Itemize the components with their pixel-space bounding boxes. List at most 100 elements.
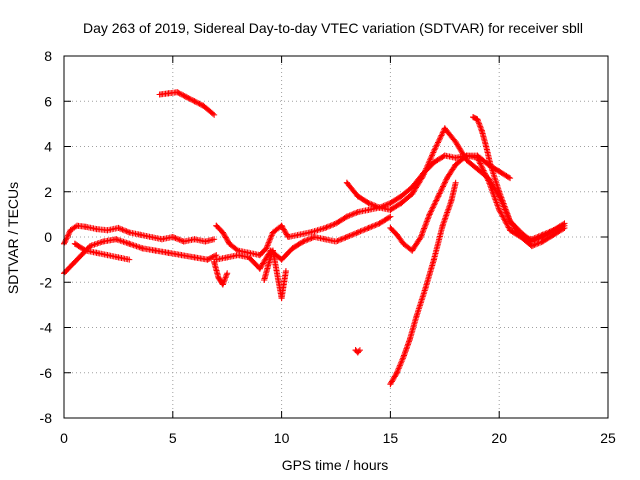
data-point	[115, 254, 122, 261]
data-point	[200, 102, 207, 109]
y-axis-label: SDTVAR / TECUs	[5, 182, 21, 294]
data-point	[483, 143, 490, 150]
data-point	[104, 252, 111, 259]
data-point	[406, 335, 413, 342]
data-point	[269, 229, 276, 236]
data-point	[393, 369, 400, 376]
data-point	[393, 231, 400, 238]
data-point	[87, 243, 94, 250]
data-point	[409, 191, 416, 198]
data-point	[126, 256, 133, 263]
data-point	[441, 125, 448, 132]
data-point	[263, 245, 270, 252]
series-track-l	[387, 179, 459, 388]
data-point	[269, 247, 276, 254]
data-point	[300, 238, 307, 245]
data-point	[178, 252, 185, 259]
x-tick-label: 0	[60, 430, 68, 446]
x-tick-label: 15	[383, 430, 399, 446]
data-point	[322, 236, 329, 243]
data-point	[496, 206, 503, 213]
data-point	[496, 168, 503, 175]
data-point	[430, 148, 437, 155]
series-track-a	[61, 222, 218, 247]
data-point	[285, 234, 292, 240]
data-point	[452, 161, 459, 168]
data-point	[435, 193, 442, 200]
data-point	[387, 213, 394, 220]
data-point	[226, 240, 233, 247]
data-point	[441, 152, 448, 159]
chart-title: Day 263 of 2019, Sidereal Day-to-day VTE…	[83, 20, 583, 36]
x-tick-label: 25	[600, 430, 616, 446]
data-point	[113, 236, 120, 243]
data-point	[387, 224, 394, 231]
data-point	[463, 152, 470, 159]
data-point	[82, 247, 89, 254]
data-point	[126, 229, 133, 236]
data-point	[115, 224, 122, 231]
data-point	[376, 204, 383, 211]
data-point	[430, 159, 437, 166]
data-point	[93, 249, 100, 256]
series-trail	[387, 181, 459, 388]
data-point	[278, 256, 285, 263]
data-point	[470, 114, 477, 121]
data-point	[165, 249, 172, 256]
tick-layer: 0 5 10 15 20 25 -8 -6 -4 -2 0 2 4 6 8	[40, 48, 616, 446]
data-point	[278, 295, 285, 302]
data-point	[224, 254, 231, 261]
x-axis-label: GPS time / hours	[282, 457, 389, 473]
data-point	[528, 243, 535, 250]
data-point	[191, 254, 198, 261]
data-point	[256, 252, 263, 259]
data-point	[306, 229, 313, 236]
data-point	[354, 193, 361, 200]
data-point	[365, 224, 372, 231]
series-track-g	[211, 258, 231, 288]
data-point	[376, 220, 383, 227]
data-point	[354, 229, 361, 236]
data-point	[71, 240, 78, 247]
data-point	[191, 236, 198, 243]
data-point	[507, 218, 514, 225]
data-point	[443, 175, 450, 182]
data-point	[165, 90, 172, 97]
data-point	[400, 353, 407, 360]
data-point	[387, 200, 394, 207]
data-point	[343, 234, 350, 240]
data-layer	[61, 89, 568, 388]
data-point	[152, 247, 159, 254]
data-point	[211, 111, 218, 118]
data-point	[174, 89, 181, 96]
x-tick-label: 20	[491, 430, 507, 446]
data-point	[333, 220, 339, 227]
data-point	[409, 247, 416, 254]
data-point	[235, 252, 242, 259]
data-point	[215, 274, 222, 281]
data-point	[496, 188, 503, 195]
data-point	[398, 193, 405, 200]
series-track-d	[156, 89, 218, 118]
y-tick-label: 2	[44, 184, 52, 200]
data-point	[422, 286, 429, 293]
data-point	[539, 238, 546, 245]
data-point	[265, 261, 272, 268]
data-point	[474, 166, 481, 173]
data-point	[137, 231, 144, 238]
data-point	[219, 281, 226, 288]
data-point	[420, 172, 427, 179]
data-point	[191, 98, 198, 105]
data-point	[182, 93, 189, 100]
y-tick-label: -4	[40, 320, 53, 336]
series-trail	[213, 152, 567, 259]
data-point	[430, 256, 437, 263]
data-point	[158, 236, 165, 243]
y-tick-label: -2	[40, 274, 53, 290]
data-point	[417, 234, 424, 240]
data-point	[296, 231, 303, 238]
data-point	[561, 224, 568, 231]
series-track-m	[470, 114, 568, 250]
data-point	[289, 245, 296, 252]
